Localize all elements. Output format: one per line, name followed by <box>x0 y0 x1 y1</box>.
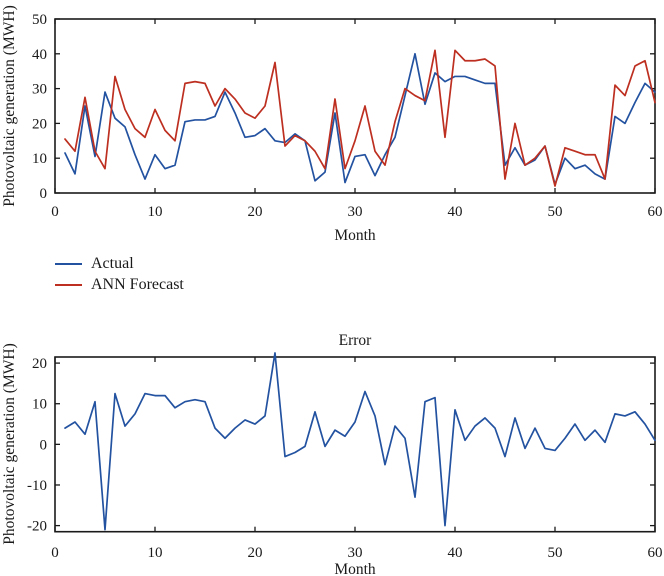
top-y-axis-label: Photovoltaic generation (MWH) <box>1 5 18 206</box>
x-tick-label: 50 <box>548 545 563 561</box>
y-tick-label: 10 <box>32 151 47 167</box>
x-tick-label: 40 <box>448 204 463 220</box>
y-tick-label: 0 <box>40 186 48 202</box>
x-tick-label: 0 <box>51 204 59 220</box>
actual-line <box>64 52 656 186</box>
y-tick-label: -20 <box>27 519 47 535</box>
ann-forecast-line-swatch-icon <box>55 283 82 286</box>
error-line <box>64 352 656 531</box>
x-tick-label: 0 <box>51 545 59 561</box>
y-tick-label: 30 <box>32 82 47 98</box>
y-tick-label: 20 <box>32 356 47 372</box>
x-tick-label: 50 <box>548 204 563 220</box>
pv-generation-chart: 0 10 20 30 40 50 60 0 10 20 30 40 50 Photovoltaic ge… <box>1 5 663 244</box>
plot-frame <box>54 356 656 533</box>
y-tick-label: 10 <box>32 397 47 413</box>
legend-item-actual: Actual <box>55 253 184 274</box>
x-tick-label: 30 <box>348 204 363 220</box>
x-tick-label: 60 <box>648 204 663 220</box>
ann-forecast-line <box>64 49 656 187</box>
error-chart: Error 0 10 20 30 40 50 60 -20 -10 0 10 20 Photovolt… <box>1 332 663 576</box>
legend-label-ann-forecast: ANN Forecast <box>91 275 184 293</box>
x-tick-label: 10 <box>148 545 163 561</box>
y-tick-label: 0 <box>40 437 48 453</box>
actual-line-swatch-icon <box>55 262 82 265</box>
x-tick-label: 20 <box>248 204 263 220</box>
y-tick-label: 50 <box>32 12 47 28</box>
x-tick-label: 40 <box>448 545 463 561</box>
legend-item-ann-forecast: ANN Forecast <box>55 274 184 295</box>
bottom-y-axis-label: Photovoltaic generation (MWH) <box>1 343 18 544</box>
bottom-x-axis-label: Month <box>334 561 376 576</box>
x-tick-label: 20 <box>248 545 263 561</box>
legend-label-actual: Actual <box>91 254 134 272</box>
y-tick-label: -10 <box>27 478 47 494</box>
error-chart-title: Error <box>339 332 373 349</box>
x-tick-label: 10 <box>148 204 163 220</box>
x-tick-label: 30 <box>348 545 363 561</box>
top-x-axis-label: Month <box>334 227 376 244</box>
plot-frame <box>54 18 656 194</box>
x-tick-label: 60 <box>648 545 663 561</box>
y-tick-label: 40 <box>32 47 47 63</box>
legend: Actual ANN Forecast <box>55 253 184 295</box>
y-tick-label: 20 <box>32 116 47 132</box>
